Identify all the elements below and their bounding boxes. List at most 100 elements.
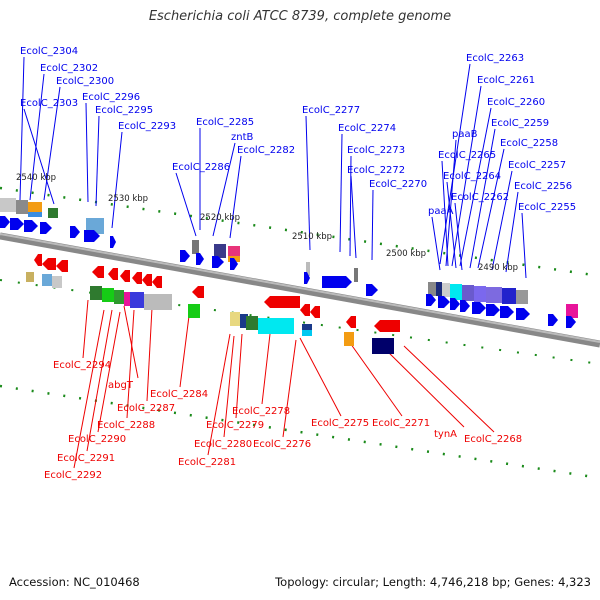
forward-gene-label[interactable]: EcolC_2293 (118, 121, 176, 132)
reverse-gene-label[interactable]: EcolC_2287 (117, 403, 175, 414)
gene-arrow[interactable] (322, 276, 352, 288)
forward-gene-label[interactable]: EcolC_2272 (347, 165, 405, 176)
reverse-gene-label[interactable]: abgT (108, 380, 134, 391)
forward-gene-label[interactable]: EcolC_2259 (491, 118, 549, 129)
forward-gene-label[interactable]: EcolC_2264 (443, 171, 501, 182)
gene-arrow[interactable] (132, 272, 142, 284)
forward-gene-label[interactable]: EcolC_2257 (508, 160, 566, 171)
forward-gene-label[interactable]: EcolC_2274 (338, 123, 396, 134)
reverse-gene-label[interactable]: EcolC_2288 (97, 420, 155, 431)
forward-gene-label[interactable]: zntB (231, 132, 254, 143)
gene-arrow[interactable] (108, 268, 118, 280)
reverse-gene-label[interactable]: EcolC_2276 (253, 439, 311, 450)
gene-arrow[interactable] (42, 258, 56, 270)
gene-arrow[interactable] (120, 270, 130, 282)
gene-arrow[interactable] (70, 226, 80, 238)
gene-arrow[interactable] (92, 266, 104, 278)
gene-arrow[interactable] (110, 236, 116, 248)
reverse-gene-label[interactable]: EcolC_2268 (464, 434, 522, 445)
reverse-gene-label[interactable]: EcolC_2292 (44, 470, 102, 481)
map-title: Escherichia coli ATCC 8739, complete gen… (148, 9, 452, 24)
forward-gene-label[interactable]: EcolC_2262 (451, 192, 509, 203)
reverse-gene-label[interactable]: EcolC_2278 (232, 406, 290, 417)
feature-block (502, 288, 516, 304)
forward-gene-label[interactable]: EcolC_2300 (56, 76, 114, 87)
forward-gene-label[interactable]: EcolC_2260 (487, 97, 545, 108)
feature-block (302, 324, 312, 330)
gene-arrow[interactable] (0, 216, 10, 228)
gene-arrow[interactable] (366, 284, 378, 296)
gene-arrow[interactable] (192, 286, 204, 298)
feature-block (306, 262, 310, 276)
forward-gene-label[interactable]: EcolC_2265 (438, 150, 496, 161)
reverse-gene-label[interactable]: EcolC_2271 (372, 418, 430, 429)
gene-arrow[interactable] (24, 220, 38, 232)
forward-gene-label[interactable]: paaA (428, 206, 454, 217)
feature-block (130, 292, 144, 308)
feature-block (258, 318, 294, 334)
gene-arrow[interactable] (438, 296, 450, 308)
gene-arrow[interactable] (10, 218, 24, 230)
gene-arrow[interactable] (516, 308, 530, 320)
gene-arrow[interactable] (34, 254, 42, 266)
reverse-gene-label[interactable]: EcolC_2275 (311, 418, 369, 429)
reverse-gene-label[interactable]: EcolC_2281 (178, 457, 236, 468)
forward-gene-label[interactable]: EcolC_2277 (302, 105, 360, 116)
gene-arrow[interactable] (548, 314, 558, 326)
gene-arrow[interactable] (180, 250, 190, 262)
tick-label: 2500 kbp (386, 249, 426, 259)
forward-gene-label[interactable]: EcolC_2296 (82, 92, 140, 103)
forward-gene-label[interactable]: EcolC_2286 (172, 162, 230, 173)
forward-gene-label[interactable]: EcolC_2282 (237, 145, 295, 156)
gene-arrow[interactable] (486, 304, 500, 316)
reverse-gene-label[interactable]: EcolC_2279 (206, 420, 264, 431)
gene-arrow[interactable] (500, 306, 514, 318)
gene-arrow[interactable] (374, 320, 400, 332)
gene-arrow[interactable] (230, 258, 238, 270)
gene-arrow[interactable] (196, 253, 204, 265)
gene-arrow[interactable] (300, 304, 310, 316)
forward-gene-label[interactable]: EcolC_2258 (500, 138, 558, 149)
forward-gene-label[interactable]: EcolC_2255 (518, 202, 576, 213)
leader-line (29, 73, 45, 201)
forward-gene-label[interactable]: EcolC_2304 (20, 46, 78, 57)
leader-line (371, 189, 374, 261)
forward-gene-label[interactable]: EcolC_2261 (477, 75, 535, 86)
gene-arrow[interactable] (304, 272, 310, 284)
gene-arrow[interactable] (566, 316, 576, 328)
leader-line (454, 202, 463, 271)
gene-arrow[interactable] (310, 306, 320, 318)
reverse-gene-label[interactable]: EcolC_2280 (194, 439, 252, 450)
gene-arrow[interactable] (264, 296, 300, 308)
gene-arrow[interactable] (40, 222, 52, 234)
forward-gene-label[interactable]: EcolC_2295 (95, 105, 153, 116)
gene-arrow[interactable] (84, 230, 100, 242)
gene-arrow[interactable] (56, 260, 68, 272)
forward-gene-arrows (0, 216, 576, 328)
forward-gene-label[interactable]: EcolC_2302 (40, 63, 98, 74)
forward-gene-label[interactable]: paaB (452, 129, 478, 140)
reverse-gene-label[interactable]: EcolC_2291 (57, 453, 115, 464)
feature-block (566, 304, 578, 318)
gene-arrow[interactable] (212, 256, 224, 268)
forward-gene-label[interactable]: EcolC_2303 (20, 98, 78, 109)
forward-gene-label[interactable]: EcolC_2285 (196, 117, 254, 128)
forward-gene-label[interactable]: EcolC_2273 (347, 145, 405, 156)
reverse-gene-label[interactable]: EcolC_2284 (150, 389, 208, 400)
reverse-gene-label[interactable]: EcolC_2294 (53, 360, 111, 371)
reverse-gene-label[interactable]: EcolC_2290 (68, 434, 126, 445)
gene-arrow[interactable] (426, 294, 436, 306)
leader-line (123, 305, 139, 379)
gene-arrow[interactable] (152, 276, 162, 288)
leader-line (23, 108, 55, 205)
gene-arrow[interactable] (460, 300, 470, 312)
gene-arrow[interactable] (346, 316, 356, 328)
forward-gene-label[interactable]: EcolC_2270 (369, 179, 427, 190)
gene-arrow[interactable] (142, 274, 152, 286)
gene-arrow[interactable] (472, 302, 486, 314)
feature-block (230, 312, 240, 326)
forward-gene-label[interactable]: EcolC_2256 (514, 181, 572, 192)
gene-arrow[interactable] (450, 298, 460, 310)
reverse-gene-label[interactable]: tynA (434, 429, 457, 440)
forward-gene-label[interactable]: EcolC_2263 (466, 53, 524, 64)
